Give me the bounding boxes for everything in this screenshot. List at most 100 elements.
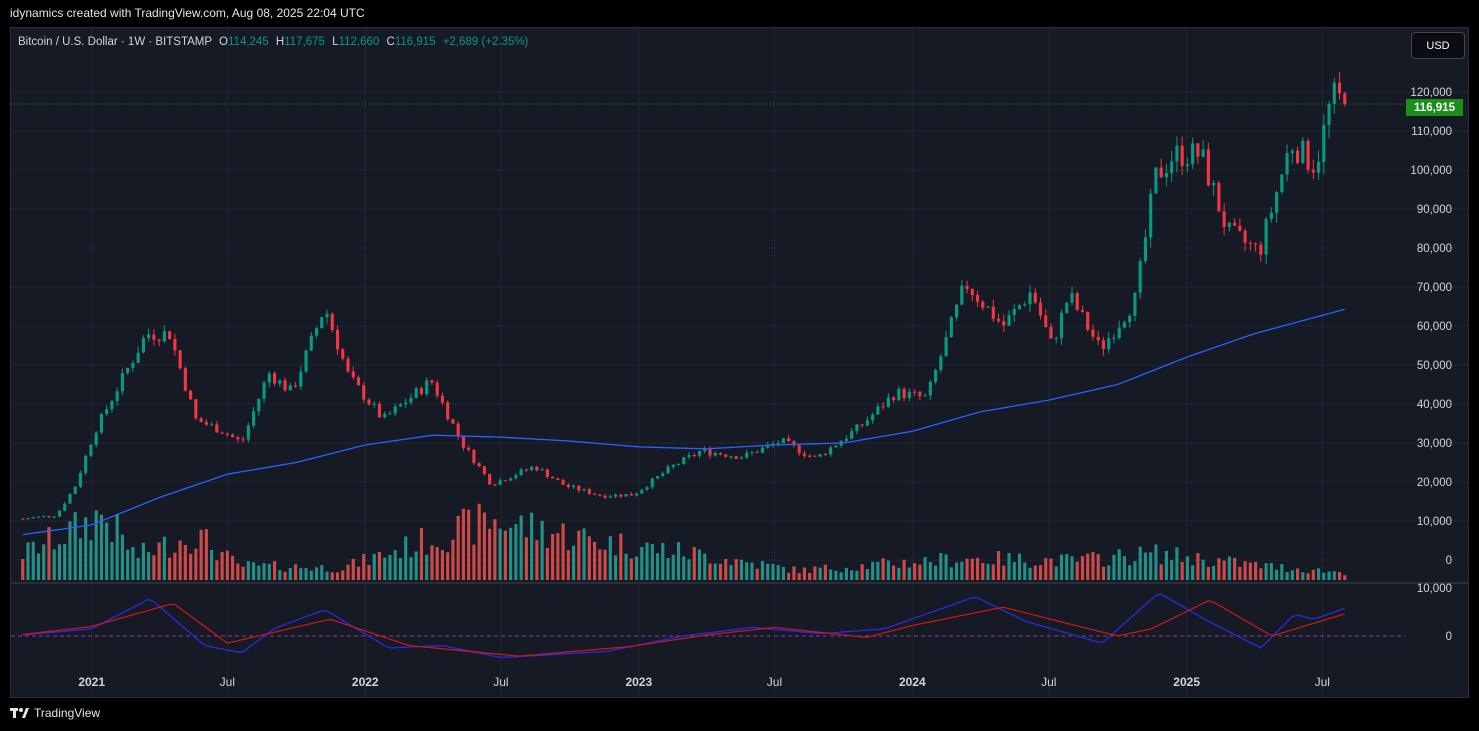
candle-body <box>509 478 513 481</box>
candle-body <box>566 484 570 488</box>
candle-body <box>708 448 712 456</box>
candle-body <box>141 338 145 353</box>
time-tick-label: Jul <box>767 675 782 689</box>
candle-body <box>661 473 665 477</box>
volume-bar <box>257 565 261 580</box>
chart-frame[interactable] <box>10 27 1469 698</box>
volume-bar <box>713 563 717 580</box>
candle-body <box>1280 174 1284 193</box>
currency-button[interactable]: USD <box>1411 32 1465 59</box>
candle-body <box>514 475 518 479</box>
volume-bar <box>168 557 172 580</box>
candle-body <box>766 444 770 448</box>
volume-bar <box>346 564 350 580</box>
volume-bar <box>215 560 219 580</box>
candle-body <box>540 469 544 471</box>
candle-body <box>461 435 465 448</box>
candle-body <box>892 397 896 400</box>
volume-bar <box>776 565 780 580</box>
candle-body <box>215 424 219 433</box>
candle-body <box>1201 149 1205 157</box>
volume-bar <box>225 550 229 580</box>
volume-bar <box>1133 561 1137 580</box>
change-value: +2,689 (+2.35%) <box>442 36 529 48</box>
symbol-name[interactable]: Bitcoin / U.S. Dollar · 1W · BITSTAMP <box>18 36 212 48</box>
candle-body <box>425 380 429 394</box>
volume-bar <box>1149 552 1153 580</box>
candle-body <box>220 432 224 434</box>
volume-bar <box>949 567 953 580</box>
volume-bar <box>934 565 938 580</box>
volume-bar <box>1212 565 1216 580</box>
candle-body <box>1122 322 1127 328</box>
volume-bar <box>703 553 707 580</box>
candle-body <box>1290 150 1294 153</box>
candle-body <box>934 369 938 382</box>
candle-body <box>272 373 277 384</box>
volume-bar <box>1306 573 1310 580</box>
candle-body <box>886 397 890 407</box>
candle-body <box>545 469 549 477</box>
volume-bar <box>425 554 429 580</box>
candle-body <box>1044 315 1048 328</box>
volume-bar <box>272 561 277 580</box>
volume-bar <box>105 522 109 580</box>
volume-bar <box>1117 549 1121 580</box>
candle-body <box>1070 293 1074 303</box>
candle-body <box>1332 82 1336 104</box>
volume-bar <box>886 560 890 580</box>
volume-bar <box>739 559 744 580</box>
volume-bar <box>634 556 639 580</box>
candle-body <box>981 301 985 308</box>
last-price-tag: 116,915 <box>1406 99 1463 116</box>
time-tick-label: Jul <box>1041 675 1056 689</box>
volume-bar <box>676 542 681 580</box>
candle-body <box>1133 292 1137 316</box>
volume-bar <box>246 561 250 580</box>
candle-body <box>1128 315 1132 323</box>
candle-body <box>377 403 382 418</box>
candle-body <box>446 402 450 420</box>
candle-body <box>923 395 927 397</box>
time-tick-label: 2022 <box>352 675 379 689</box>
candle-body <box>823 454 827 456</box>
candle-body <box>829 447 833 455</box>
volume-bar <box>860 564 864 580</box>
volume-bar <box>194 548 198 580</box>
volume-bar <box>409 557 413 580</box>
volume-bar <box>414 551 418 580</box>
volume-bar <box>781 566 786 580</box>
osc-tick-label: 10,000 <box>1417 583 1452 595</box>
candle-body <box>503 480 507 482</box>
volume-bar <box>78 538 83 580</box>
volume-bar <box>293 564 298 580</box>
price-tick-label: 100,000 <box>1410 165 1452 177</box>
candle-body <box>356 377 361 386</box>
volume-bar <box>330 572 334 580</box>
candle-body <box>645 487 649 490</box>
volume-bar <box>697 549 702 580</box>
volume-bar <box>231 555 235 580</box>
volume-bar <box>120 534 124 580</box>
candle-body <box>341 349 345 359</box>
candle-body <box>734 456 738 459</box>
volume-bar <box>1238 566 1242 580</box>
volume-bar <box>1217 558 1221 580</box>
volume-bar <box>1012 561 1016 580</box>
candle-body <box>419 388 424 394</box>
candle-body <box>1285 152 1289 175</box>
candle-body <box>162 331 166 342</box>
volume-bar <box>608 536 612 580</box>
candle-body <box>199 418 203 423</box>
candle-body <box>393 406 397 414</box>
moving-average-line <box>22 308 1345 536</box>
volume-bar <box>199 529 203 580</box>
footer-brand[interactable]: TradingView <box>34 706 101 720</box>
candle-body <box>1059 312 1064 339</box>
volume-bar <box>970 558 974 580</box>
volume-bar <box>220 551 224 580</box>
candle-body <box>1107 338 1111 350</box>
candle-body <box>231 434 235 438</box>
volume-bar <box>509 527 513 580</box>
